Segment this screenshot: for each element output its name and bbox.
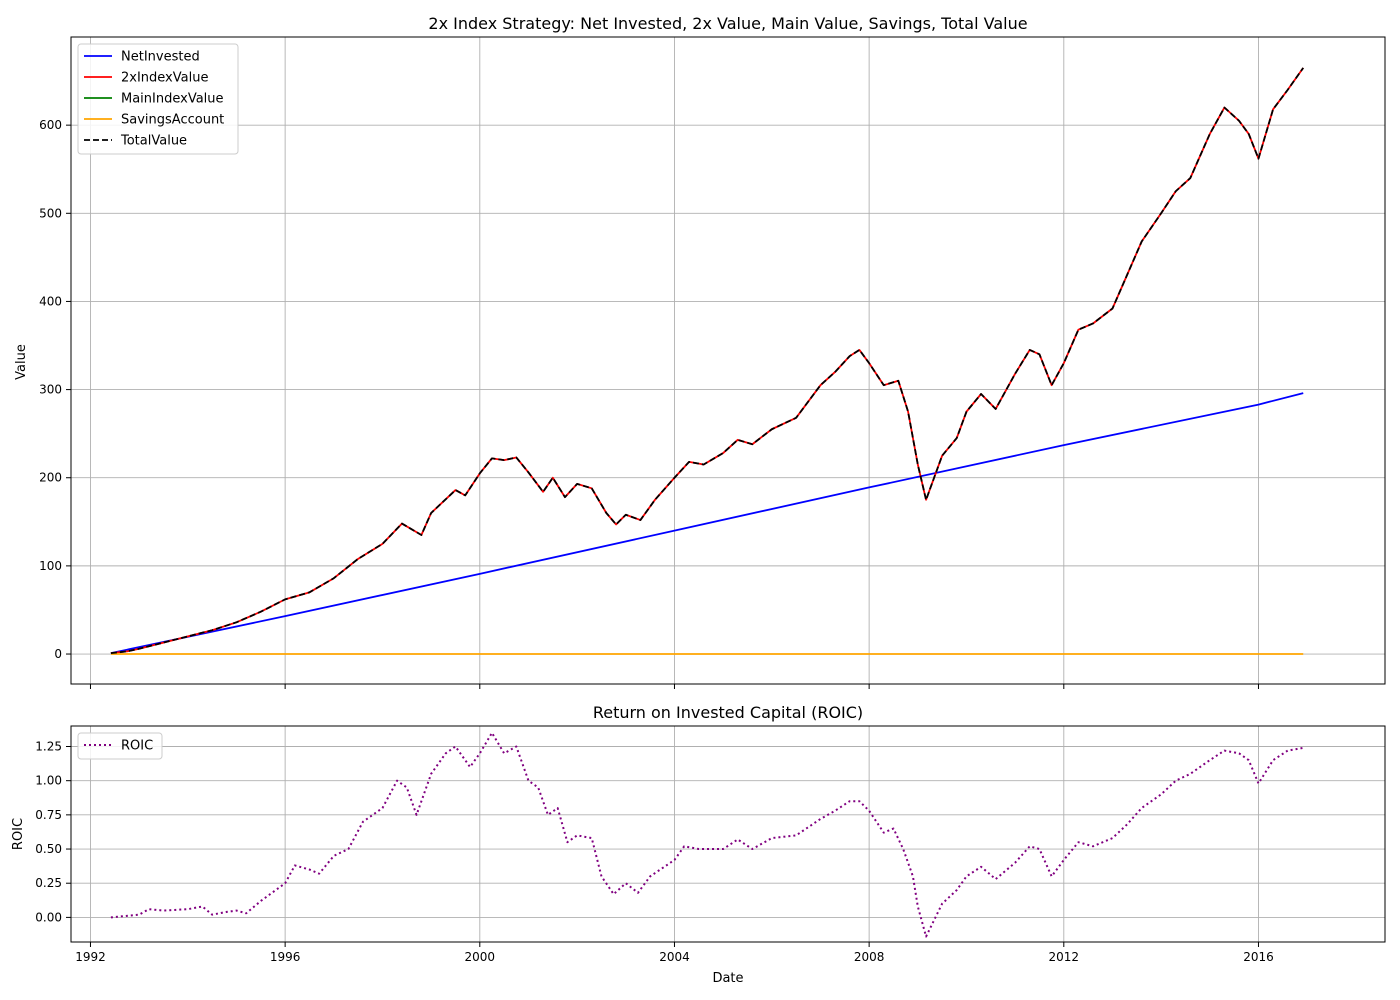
y-tick-label: 400 (39, 294, 62, 308)
y-tick-label: 0.50 (35, 842, 62, 856)
y-tick-label: 200 (39, 471, 62, 485)
x-tick-label: 2000 (465, 950, 496, 964)
roic-chart: Return on Invested Capital (ROIC) ROIC D… (11, 703, 1386, 986)
legend-label-roic: ROIC (121, 739, 153, 754)
value-chart-series (110, 67, 1304, 655)
legend-label-savingsaccount: SavingsAccount (121, 113, 224, 128)
value-chart-legend: NetInvested 2xIndexValue MainIndexValue Sav… (77, 43, 239, 155)
x-tick-label: 1992 (75, 950, 106, 964)
y-tick-label: 0 (54, 647, 62, 661)
roic-chart-ylabel: ROIC (11, 818, 26, 850)
y-tick-label: 500 (39, 206, 62, 220)
roic-chart-series (110, 731, 1304, 938)
roic-chart-frame (70, 725, 1386, 943)
x-tick-label: 2008 (854, 950, 885, 964)
value-chart-frame (70, 36, 1386, 685)
x-tick-label: 2016 (1243, 950, 1274, 964)
y-tick-label: 600 (39, 118, 62, 132)
value-chart-ylabel: Value (14, 344, 29, 380)
legend-box (77, 732, 163, 760)
y-tick-label: 300 (39, 383, 62, 397)
roic-chart-xlabel: Date (712, 971, 743, 986)
y-tick-label: 1.25 (35, 740, 62, 754)
legend-label-2xindexvalue: 2xIndexValue (121, 71, 208, 86)
series-line-netinvested (110, 392, 1304, 655)
y-tick-label: 1.00 (35, 774, 62, 788)
roic-chart-grid (71, 726, 1385, 942)
y-tick-label: 0.75 (35, 808, 62, 822)
legend-box (77, 43, 239, 155)
roic-chart-legend: ROIC (77, 732, 163, 760)
legend-label-mainindexvalue: MainIndexValue (121, 92, 224, 107)
series-line-roic (110, 731, 1304, 938)
x-tick-label: 2004 (659, 950, 690, 964)
y-tick-label: 0.00 (35, 910, 62, 924)
legend-label-netinvested: NetInvested (121, 50, 200, 65)
value-chart-ticks: 0 100 200 300 400 500 600 (39, 118, 1259, 689)
value-chart-title: 2x Index Strategy: Net Invested, 2x Valu… (428, 14, 1027, 33)
x-tick-label: 1996 (270, 950, 301, 964)
roic-chart-ticks: 1992 1996 2000 2004 2008 2012 2016 0.00 0.25 0.50… (35, 740, 1273, 964)
value-chart: 2x Index Strategy: Net Invested, 2x Valu… (14, 14, 1386, 689)
legend-label-totalvalue: TotalValue (120, 134, 187, 149)
series-line-totalvalue (110, 67, 1304, 655)
x-tick-label: 2012 (1049, 950, 1080, 964)
y-tick-label: 100 (39, 559, 62, 573)
roic-chart-title: Return on Invested Capital (ROIC) (593, 703, 863, 722)
y-tick-label: 0.25 (35, 876, 62, 890)
